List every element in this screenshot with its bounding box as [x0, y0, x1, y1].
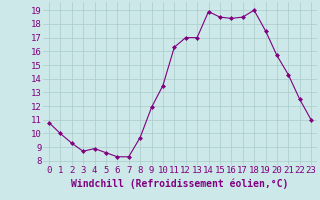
- X-axis label: Windchill (Refroidissement éolien,°C): Windchill (Refroidissement éolien,°C): [71, 178, 289, 189]
